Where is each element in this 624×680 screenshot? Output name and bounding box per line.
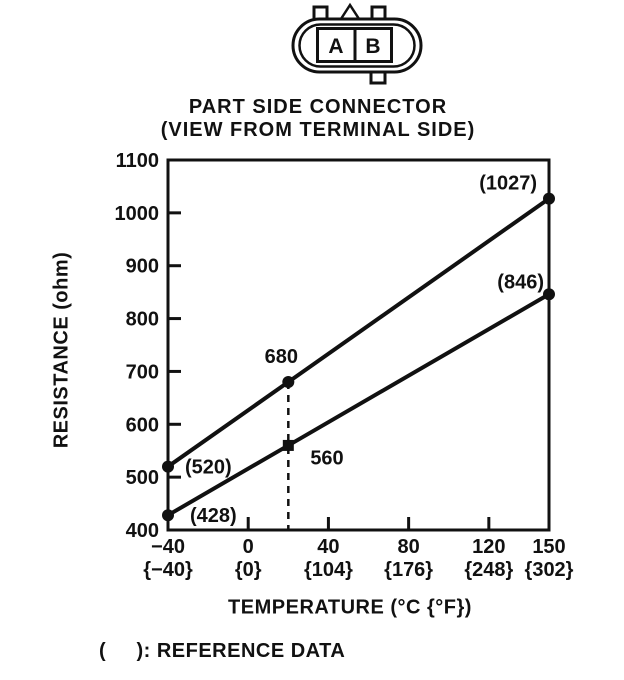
x-tick-label-celsius: 40: [317, 536, 339, 558]
data-point: [543, 192, 555, 205]
y-tick-label: 900: [126, 256, 159, 278]
x-tick-label-celsius: 150: [532, 536, 565, 558]
data-point: [543, 288, 555, 301]
y-tick-label: 500: [126, 467, 159, 489]
connector-title: PART SIDE CONNECTOR (VIEW FROM TERMINAL …: [6, 96, 624, 142]
data-point: [162, 460, 174, 473]
y-tick-label: 600: [126, 414, 159, 436]
terminal-b-label: B: [365, 35, 380, 58]
x-tick-label-celsius: 120: [472, 536, 505, 558]
connector-title-line1: PART SIDE CONNECTOR: [188, 96, 448, 118]
y-tick-label: 800: [126, 309, 159, 331]
data-point: [282, 376, 295, 388]
data-point: [162, 509, 174, 522]
x-tick-label-fahrenheit: {0}: [235, 559, 262, 581]
data-point-label: (1027): [479, 173, 537, 195]
x-tick-label-fahrenheit: {104}: [304, 559, 353, 581]
x-tick-label-fahrenheit: {248}: [464, 559, 513, 581]
data-point-label: (846): [497, 271, 544, 293]
connector-diagram: A B: [291, 2, 423, 85]
x-tick-label-celsius: −40: [151, 536, 185, 558]
x-tick-label-celsius: 0: [243, 536, 254, 558]
data-point-label: 560: [310, 447, 343, 469]
terminal-b-box: [353, 27, 393, 63]
x-axis-title: TEMPERATURE (°C {°F}): [228, 596, 472, 619]
reference-data-note: ( ): REFERENCE DATA: [99, 640, 346, 662]
y-tick-label: 1000: [115, 203, 160, 225]
connector-title-line2: (VIEW FROM TERMINAL SIDE): [160, 119, 476, 141]
x-tick-label-fahrenheit: {−40}: [143, 559, 193, 581]
data-point-label: (520): [185, 457, 232, 479]
plot-border: [166, 158, 551, 532]
x-tick-label-fahrenheit: {176}: [384, 559, 433, 581]
y-tick-label: 1100: [116, 150, 159, 172]
lower-resistance-line: [166, 292, 551, 517]
upper-resistance-line: [166, 196, 551, 469]
y-tick-label: 700: [126, 361, 159, 383]
terminal-a-label: A: [328, 35, 343, 58]
data-point-label: 680: [265, 346, 298, 368]
x-tick-label-celsius: 80: [398, 536, 420, 558]
data-point-label: (428): [190, 505, 237, 527]
x-tick-label-fahrenheit: {302}: [525, 559, 574, 581]
y-tick-label: 400: [126, 520, 159, 542]
data-point: [282, 439, 294, 451]
